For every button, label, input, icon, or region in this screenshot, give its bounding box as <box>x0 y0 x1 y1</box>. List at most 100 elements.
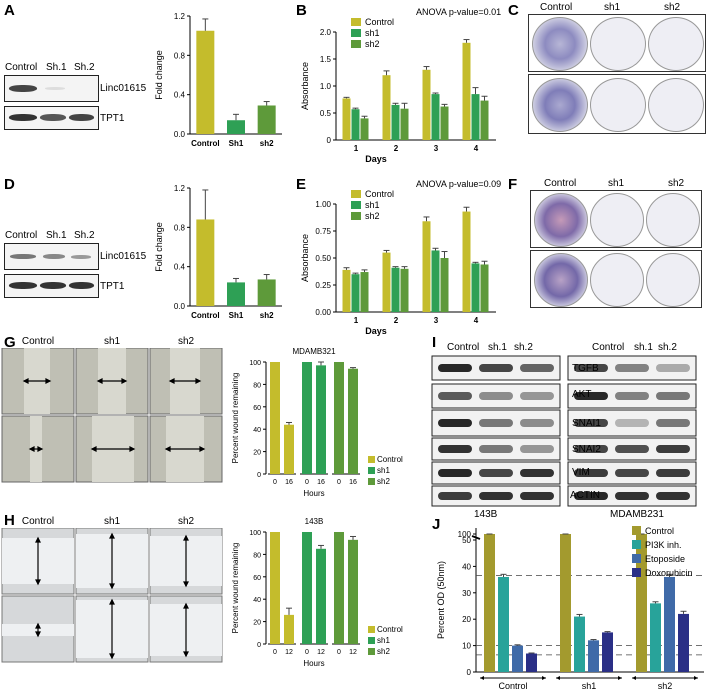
x-tick-label: 0 <box>337 479 341 486</box>
x-tick-label: Control <box>191 311 219 320</box>
chart-title: ANOVA p-value=0.01 <box>416 8 501 17</box>
bar <box>257 105 276 134</box>
band <box>656 445 690 453</box>
band <box>615 364 649 372</box>
legend-swatch <box>368 456 375 463</box>
blot-i-cellline-left: 143B <box>474 509 498 520</box>
y-tick-label: 0 <box>327 136 332 145</box>
bar <box>342 98 351 140</box>
x-tick-label: Sh1 <box>229 311 244 320</box>
legend-label: sh1 <box>365 200 380 210</box>
band <box>520 469 554 477</box>
legend-label: Etoposide <box>645 554 685 564</box>
blot-i-row-2: AKT <box>572 389 592 400</box>
bracket-arrow <box>556 676 560 680</box>
band <box>615 492 649 500</box>
blot-a-row-1: Linc01615 <box>100 83 147 94</box>
y-tick-label: 1.5 <box>320 55 332 64</box>
blot-a-row-2: TPT1 <box>100 113 125 124</box>
y-axis-label: Percent wound remaining <box>231 373 240 464</box>
bar <box>480 264 489 312</box>
panel-label-b: B <box>296 2 307 19</box>
y-tick-label: 2.0 <box>320 28 332 37</box>
bar <box>334 532 344 644</box>
y-tick-label: 0.4 <box>174 263 186 272</box>
x-tick-label: 12 <box>285 649 293 656</box>
chart-g-wound: Percent wound remaining 0 20 40 60 80 100 MDAMB… <box>231 347 403 498</box>
x-tick-label: 4 <box>474 144 479 153</box>
band <box>9 282 37 289</box>
chart-title: 143B <box>305 517 324 526</box>
wound-g-lane-3: sh2 <box>177 336 195 347</box>
panel-label-h: H <box>4 512 15 529</box>
dish-control <box>534 253 588 307</box>
panel-label-a: A <box>4 2 15 19</box>
band <box>574 469 608 477</box>
colony-f-bottom-row <box>530 250 702 308</box>
dish-control <box>532 78 588 132</box>
wound-h-lane-2: sh1 <box>103 516 121 527</box>
x-tick-label: 0 <box>273 479 277 486</box>
y-tick-label: 0.8 <box>174 223 186 232</box>
x-axis-label: Days <box>365 326 387 336</box>
panel-label-i: I <box>432 334 437 351</box>
blot-i-row-3: SNAI1 <box>572 418 601 429</box>
bar <box>602 632 613 672</box>
band <box>656 392 690 400</box>
blot-a-lane-3: Sh.2 <box>74 62 95 73</box>
y-axis-label: Absorbance <box>300 234 310 282</box>
legend-label: sh1 <box>377 466 390 475</box>
x-tick-label: sh2 <box>260 139 274 148</box>
colony-c-lane-1: Control <box>540 2 573 13</box>
band <box>43 254 65 259</box>
blot-i-right-lane-3: sh.2 <box>658 342 677 353</box>
y-tick-label: 1.2 <box>174 184 186 193</box>
band <box>9 85 37 92</box>
blot-a-tpt1-strip <box>4 106 99 130</box>
band <box>438 419 472 427</box>
blot-d-lane-3: Sh.2 <box>74 230 95 241</box>
chart-b-absorbance: Absorbance 0 0.5 1.0 1.5 2.0 ANOVA p-value=0.0… <box>300 8 501 164</box>
wound-h-lane-1: Control <box>21 516 55 527</box>
legend-swatch <box>351 40 361 48</box>
bar <box>348 368 358 474</box>
bar <box>484 534 495 672</box>
bar <box>440 106 449 140</box>
bar <box>382 252 391 312</box>
x-tick-label: 1 <box>354 144 359 153</box>
band <box>438 445 472 453</box>
chart-a-fold-change: Fold change 0.0 0.4 0.8 1.2 Control Sh1 sh2 <box>154 12 282 148</box>
bar <box>526 653 537 672</box>
x-tick-label: 4 <box>474 316 479 325</box>
legend-swatch <box>632 540 641 549</box>
x-tick-label: 12 <box>317 649 325 656</box>
bar <box>462 42 471 140</box>
x-tick-label: 0 <box>305 649 309 656</box>
bar <box>391 104 400 140</box>
band <box>40 282 66 289</box>
bar <box>257 279 276 306</box>
legend-label: Control <box>377 455 403 464</box>
y-tick-label: 20 <box>462 615 471 624</box>
y-tick-label: 0.0 <box>174 130 186 139</box>
x-tick-label: 0 <box>337 649 341 656</box>
band <box>574 445 608 453</box>
chart-d-fold-change: Fold change 0.0 0.4 0.8 1.2 Control Sh1 sh2 <box>154 184 282 320</box>
y-axis-label: Absorbance <box>300 62 310 110</box>
y-tick-label: 1.2 <box>174 12 186 21</box>
bar <box>471 263 480 312</box>
y-tick-label: 40 <box>253 597 261 604</box>
y-tick-label: 100 <box>458 530 472 539</box>
bar <box>431 94 440 140</box>
band <box>479 492 513 500</box>
wound-h-grid <box>1 528 223 663</box>
legend-swatch <box>368 648 375 655</box>
bar <box>422 69 431 140</box>
bar <box>574 616 585 672</box>
x-axis-label: Hours <box>303 659 324 668</box>
bar <box>678 613 689 672</box>
y-tick-label: 0 <box>257 472 261 479</box>
legend-label: Control <box>365 17 394 27</box>
y-tick-label: 0.0 <box>174 302 186 311</box>
dish-sh1 <box>590 193 644 247</box>
